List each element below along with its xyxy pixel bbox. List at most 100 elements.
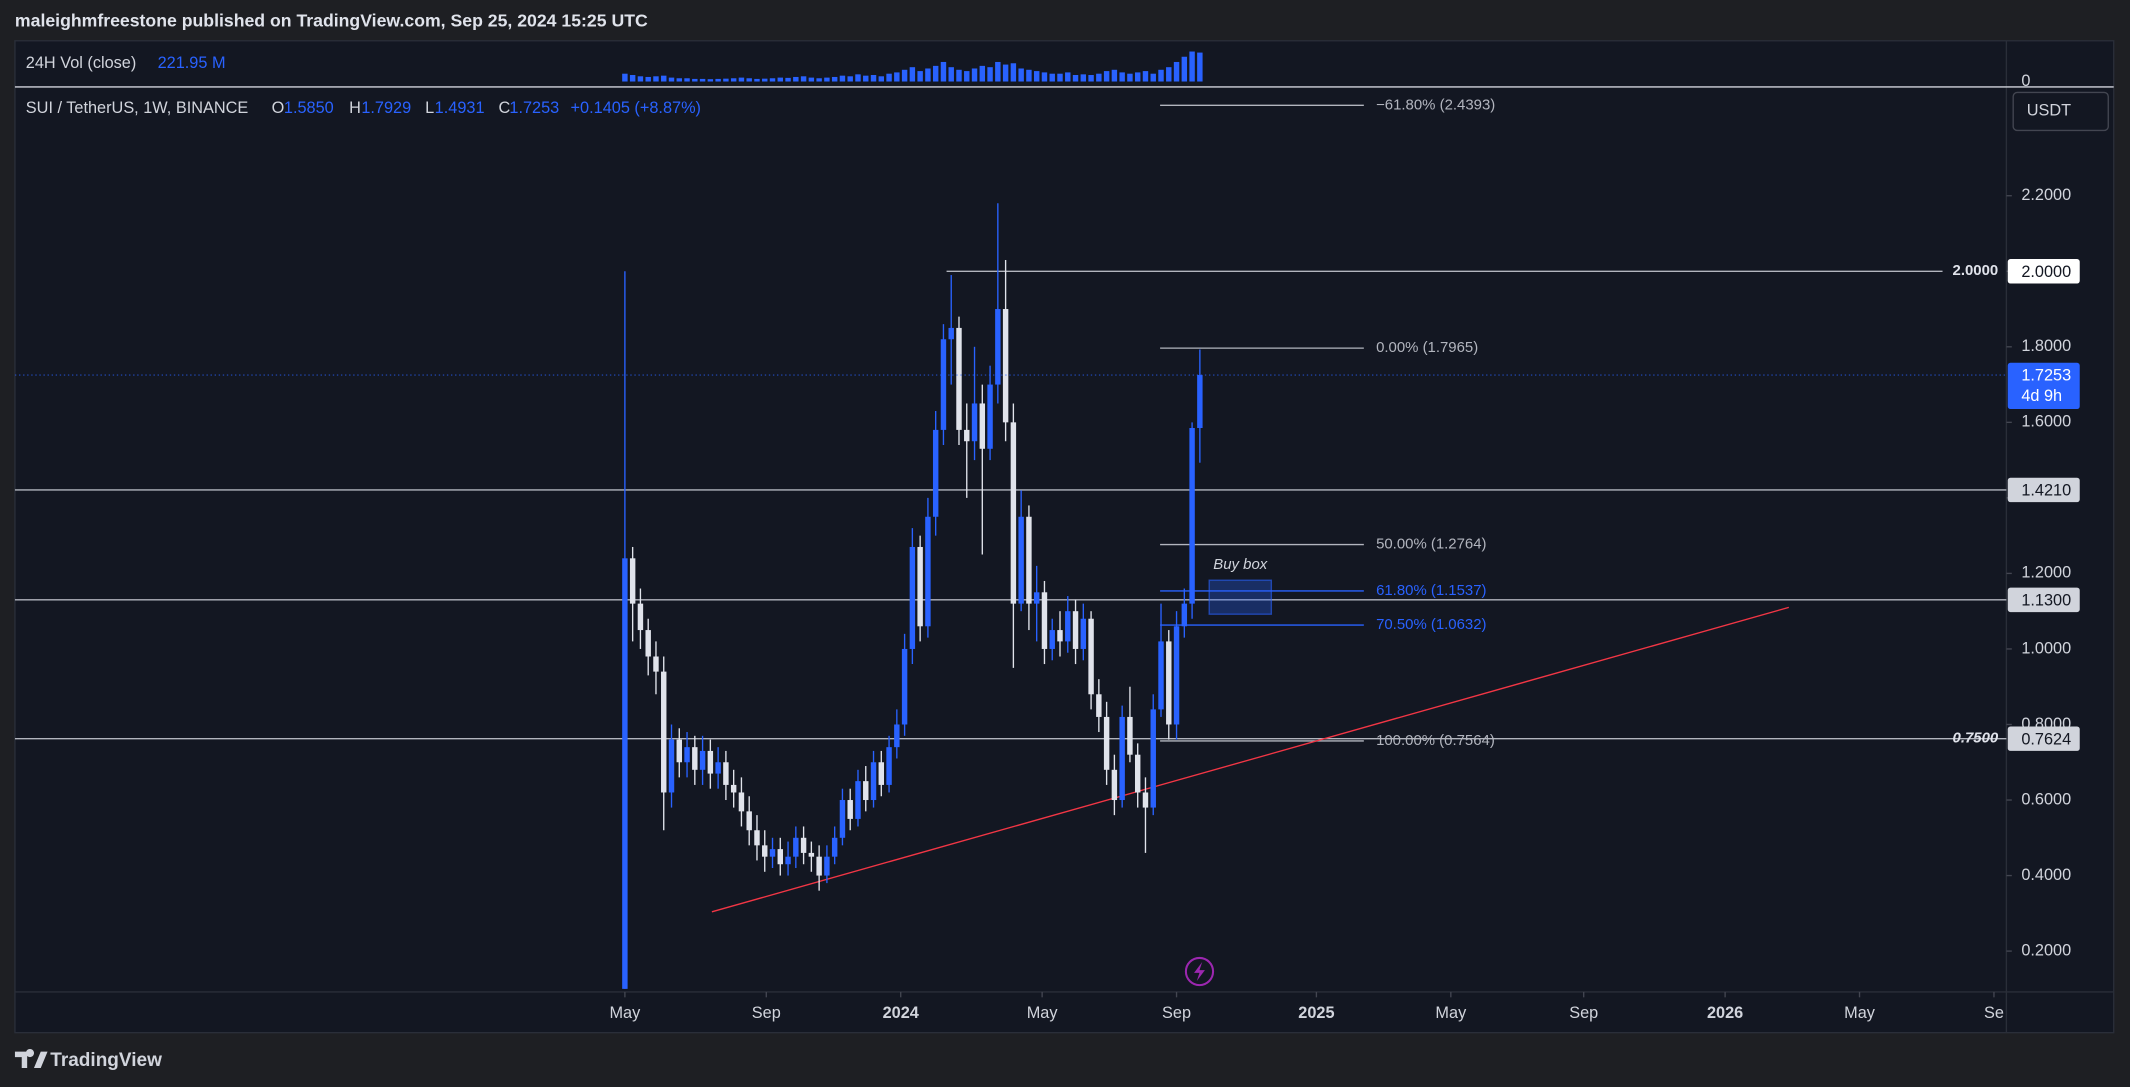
candle-body — [863, 781, 869, 801]
volume-bar — [878, 76, 885, 82]
y-tick-label: 0.6000 — [2021, 790, 2071, 808]
volume-bar — [1010, 63, 1017, 82]
volume-bar — [653, 76, 659, 82]
volume-bar — [1134, 72, 1141, 82]
countdown-label: 4d 9h — [2021, 387, 2062, 405]
x-tick-label: Sep — [1162, 1004, 1191, 1022]
volume-bar — [870, 75, 877, 82]
line-text: 2.0000 — [1953, 262, 1999, 279]
candle-body — [746, 811, 752, 831]
x-tick-label: 2024 — [883, 1004, 919, 1022]
ohlc-key: O — [272, 99, 285, 117]
candle-body — [1065, 611, 1071, 642]
volume-bar — [1096, 73, 1102, 82]
ohlc-change: +0.1405 (+8.87%) — [571, 99, 701, 117]
y-tick-label: 1.8000 — [2021, 337, 2071, 355]
brand: TradingView — [50, 1050, 162, 1071]
candle-body — [878, 762, 885, 785]
candle-body — [1119, 716, 1125, 801]
volume-bar — [808, 77, 815, 82]
y-tick-label: 0.2000 — [2021, 941, 2071, 959]
fib-label: 61.80% (1.1537) — [1376, 582, 1486, 599]
candle-body — [1049, 630, 1055, 649]
logo — [14, 1048, 48, 1068]
candle-body — [1096, 694, 1102, 717]
volume-bar — [1150, 73, 1156, 82]
volume-bar — [738, 77, 745, 82]
fib-label: 100.00% (0.7564) — [1376, 732, 1495, 749]
volume-bar — [637, 76, 644, 82]
x-tick-label: May — [1027, 1004, 1059, 1022]
volume-last: 221.95 M — [158, 54, 226, 72]
events-icon[interactable] — [1184, 956, 1215, 987]
volume-bar — [692, 78, 698, 82]
candle-body — [987, 384, 993, 449]
price-box — [2007, 259, 2080, 284]
volume-bar — [629, 75, 636, 82]
volume-bar — [1119, 72, 1125, 82]
candle-body — [1080, 618, 1087, 649]
event-bolt[interactable] — [1194, 961, 1205, 982]
candle-body — [964, 429, 970, 442]
ohlc-value: 1.7929 — [361, 99, 411, 117]
candle-body — [816, 856, 822, 876]
line-text: 0.7500 — [1953, 730, 1999, 747]
volume-bar — [995, 61, 1001, 82]
candle-body — [1173, 626, 1180, 725]
y-tick-label: 1.6000 — [2021, 413, 2071, 431]
volume-bar — [1127, 73, 1133, 82]
candle-body — [785, 856, 791, 865]
candle-body — [1134, 754, 1141, 793]
candle-body — [808, 852, 815, 857]
volume-bar — [1026, 69, 1032, 82]
volume-bar — [816, 78, 822, 82]
candle-body — [637, 603, 644, 631]
volume-bar — [831, 76, 838, 82]
currency-label[interactable]: USDT — [2027, 102, 2071, 120]
volume-bar — [1057, 73, 1063, 82]
volume-bar — [1049, 73, 1055, 82]
volume-bar — [1018, 68, 1024, 82]
candle-body — [886, 747, 892, 785]
candle-body — [1127, 716, 1133, 755]
volume-bar — [699, 78, 706, 82]
volume-bar — [1088, 75, 1094, 82]
volume-bar — [1158, 69, 1164, 82]
candle-body — [1010, 422, 1017, 604]
price-box-label: 0.7624 — [2021, 730, 2071, 748]
candle-body — [1057, 630, 1063, 642]
volume-bar — [661, 75, 667, 82]
candle-body — [1072, 611, 1079, 649]
candle-body — [793, 837, 799, 857]
volume-bar — [676, 78, 682, 82]
last-price-box — [2007, 362, 2080, 409]
candle-body — [684, 747, 690, 763]
volume-bar — [925, 68, 931, 82]
volume-bar — [1189, 51, 1195, 82]
event-circle[interactable] — [1184, 956, 1215, 987]
candle-body — [1103, 716, 1110, 770]
candle-body — [1150, 709, 1156, 808]
candle-body — [855, 781, 861, 819]
candle-body — [653, 656, 659, 672]
fib-label: 50.00% (1.2764) — [1376, 536, 1486, 553]
y-tick-label: 2.2000 — [2021, 186, 2071, 204]
candle-body — [1041, 592, 1048, 649]
volume-bar — [1080, 74, 1087, 82]
candle-body — [901, 648, 908, 725]
volume-bar — [684, 78, 690, 82]
volume-bar — [1181, 56, 1188, 82]
ohlc-header: O 1.5850 H 1.7929 L 1.4931 C 1.7253 +0.1… — [272, 99, 701, 117]
volume-bar — [1002, 64, 1009, 82]
x-tick-label: 2025 — [1298, 1004, 1334, 1022]
volume-bar — [1065, 72, 1071, 82]
currency-button[interactable] — [2012, 91, 2109, 132]
candle-body — [676, 739, 682, 763]
volume-bar — [793, 76, 799, 82]
candle-body — [979, 403, 986, 449]
publisher-note: maleighmfreestone published on TradingVi… — [15, 10, 648, 30]
chart-frame — [14, 40, 2115, 1034]
candle-body — [1002, 309, 1009, 423]
volume-bar — [964, 71, 970, 82]
x-tick-label: May — [1844, 1004, 1876, 1022]
